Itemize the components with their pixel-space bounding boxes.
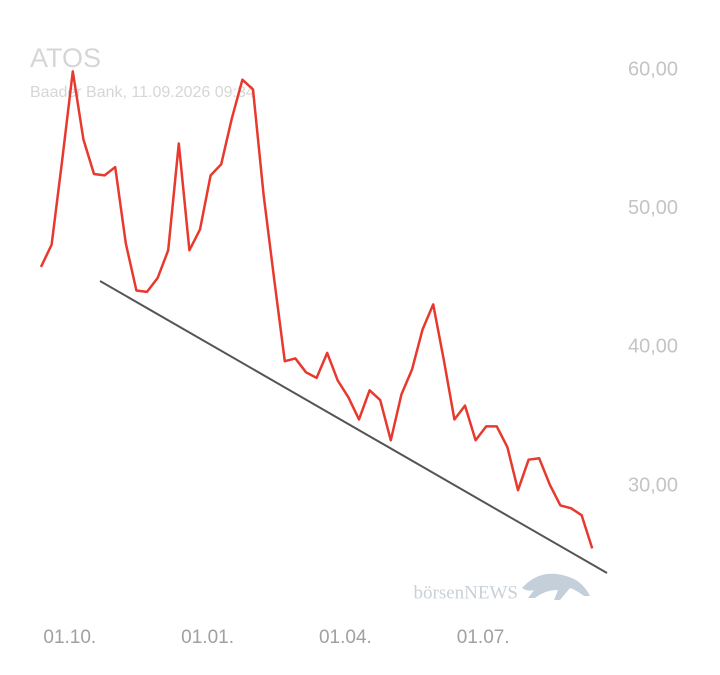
y-tick-label: 50,00: [628, 197, 678, 219]
x-tick-label: 01.10.: [43, 627, 96, 648]
x-tick-label: 01.04.: [319, 627, 372, 648]
x-tick-label: 01.01.: [181, 627, 234, 648]
watermark: börsenNEWS: [414, 582, 518, 603]
y-tick-label: 40,00: [628, 336, 678, 358]
chart-title: ATOS: [30, 43, 101, 73]
price-line: [39, 70, 594, 549]
chart-subtitle: Baader Bank, 11.09.2026 09:34: [30, 84, 255, 101]
y-tick-label: 60,00: [628, 58, 678, 80]
y-tick-label: 30,00: [628, 474, 678, 496]
trend-line: [99, 280, 608, 574]
x-tick-label: 01.07.: [457, 627, 510, 648]
watermark-icon: [522, 573, 590, 600]
